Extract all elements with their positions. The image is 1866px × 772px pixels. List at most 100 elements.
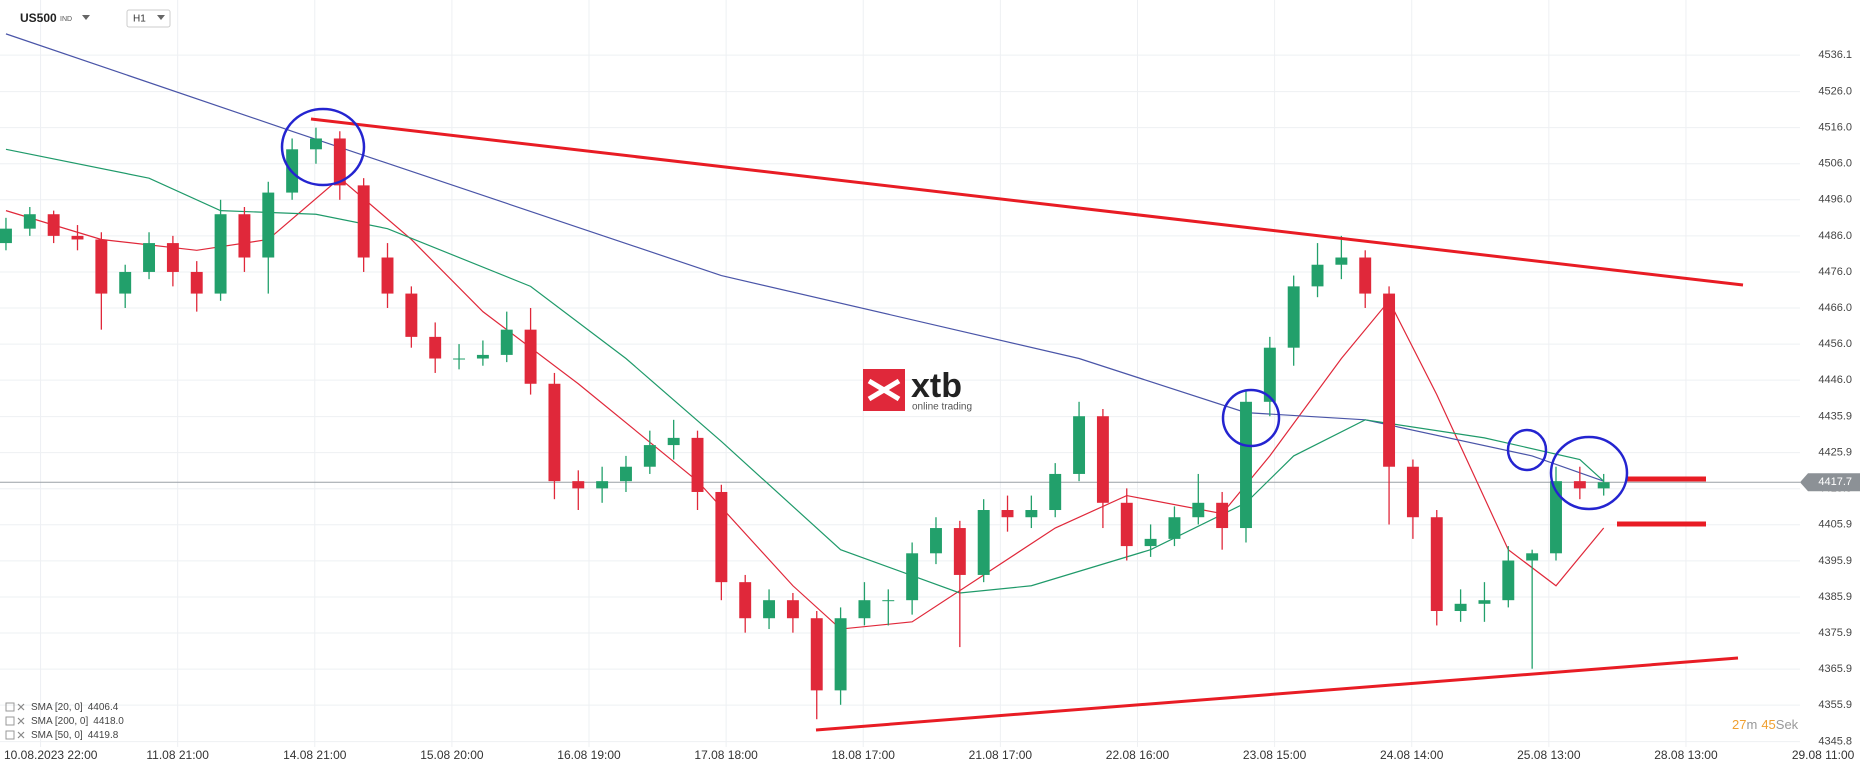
timeframe-select[interactable]	[126, 9, 171, 28]
y-tick-label: 4466.0	[1818, 302, 1852, 314]
x-tick-label: 24.08 14:00	[1380, 748, 1444, 762]
candle-body	[214, 214, 227, 294]
y-tick-label: 4365.9	[1818, 663, 1852, 675]
candle-body	[476, 354, 489, 359]
candle-body	[786, 600, 799, 619]
candle-body	[1359, 257, 1372, 294]
last-price-tag	[1800, 473, 1860, 492]
y-tick-label: 4355.9	[1818, 699, 1852, 711]
header: US500 IND H1	[20, 9, 171, 28]
axes: 4536.1 4526.0 4516.0 4506.0 4496.0 4486.0 4476…	[4, 49, 1860, 762]
candle-body	[667, 437, 680, 446]
candle-body	[1073, 416, 1086, 474]
candle-body	[524, 329, 537, 384]
y-tick-label: 4405.9	[1818, 519, 1852, 531]
legend-entry: SMA [50, 0] 4419.8	[31, 730, 119, 741]
x-tick-label: 18.08 17:00	[832, 748, 896, 762]
candle-body	[166, 243, 179, 272]
highlight-circle	[1506, 428, 1548, 472]
last-price-label: 4417.7	[1818, 476, 1852, 488]
candle-body	[1263, 347, 1276, 402]
highlight-circle	[1221, 388, 1281, 448]
legend-value: 4419.8	[88, 730, 119, 741]
x-tick-label: 29.08 11:00	[1792, 748, 1855, 762]
candle-body	[1430, 517, 1443, 612]
candle-body	[858, 600, 871, 619]
candle-body	[810, 618, 823, 691]
y-tick-label: 4536.1	[1818, 49, 1852, 61]
dropdown-arrow[interactable]	[82, 15, 90, 20]
logo-brand: xtb	[911, 367, 962, 405]
candle-body	[0, 228, 12, 244]
x-tick-label: 11.08 21:00	[146, 748, 209, 762]
legend-name: SMA [50, 0]	[31, 730, 83, 741]
legend-close	[17, 731, 25, 739]
candle-body	[1192, 502, 1205, 518]
countdown-seconds: 45	[1761, 717, 1775, 732]
candle-body	[977, 510, 990, 575]
candle-body	[1287, 286, 1300, 348]
y-tick-label: 4446.0	[1818, 374, 1852, 386]
candle-body	[930, 528, 942, 554]
candle-body	[95, 239, 108, 294]
x-tick-label: 28.08 13:00	[1654, 748, 1718, 762]
candle-body	[238, 214, 251, 258]
x-tick-label: 16.08 19:00	[557, 748, 621, 762]
candle-body	[1550, 481, 1562, 554]
logo-x	[867, 378, 901, 402]
x-tick-label: 25.08 13:00	[1517, 748, 1581, 762]
moving-average	[5, 177, 1605, 630]
y-tick-label: 4506.0	[1818, 158, 1852, 170]
y-tick-label: 4425.9	[1818, 447, 1852, 459]
legend-name: SMA [20, 0]	[31, 702, 83, 713]
legend-icon	[5, 730, 15, 740]
candle-body	[1526, 553, 1539, 561]
x-tick-label: 17.08 18:00	[694, 748, 758, 762]
candle-body	[381, 257, 394, 294]
y-tick-label: 4456.0	[1818, 338, 1852, 350]
countdown-unit: Sek	[1776, 717, 1799, 732]
candle-body	[739, 582, 752, 619]
candle-body	[119, 271, 132, 294]
candle-body	[143, 243, 156, 272]
y-tick-label: 4496.0	[1818, 194, 1852, 206]
candle-body	[643, 445, 656, 467]
y-tick-label: 4516.0	[1818, 122, 1852, 134]
candle-body	[572, 481, 585, 489]
highlight-circle	[1549, 435, 1629, 511]
candle-body	[882, 600, 895, 602]
candle-body	[1144, 538, 1157, 547]
candle-body	[715, 491, 728, 583]
candle-body	[1311, 264, 1324, 287]
candle-body	[357, 185, 370, 258]
x-tick-label: 23.08 15:00	[1243, 748, 1307, 762]
candle-body	[1168, 517, 1181, 539]
candle-body	[906, 553, 919, 601]
candle-body	[1454, 603, 1467, 612]
logo-tagline: online trading	[912, 402, 972, 413]
candle-body	[1216, 502, 1229, 529]
legend-close	[17, 703, 25, 711]
candle-body	[1406, 466, 1419, 518]
logo: xtb online trading	[863, 367, 972, 413]
x-tick-label: 10.08.2023 22:00	[4, 748, 98, 762]
candle-body	[1096, 416, 1109, 503]
candle-body	[333, 138, 346, 186]
legend-close	[17, 717, 25, 725]
candle-body	[1240, 401, 1252, 529]
legend-value: 4418.0	[93, 716, 124, 727]
timeframe: H1	[133, 14, 146, 25]
candle-body	[1001, 510, 1014, 518]
x-tick-label: 14.08 21:00	[283, 748, 347, 762]
candle-body	[1049, 473, 1062, 511]
candle-body	[1502, 560, 1515, 601]
x-tick-label: 21.08 17:00	[969, 748, 1033, 762]
x-tick-label: 22.08 16:00	[1106, 748, 1170, 762]
candle-body	[429, 336, 442, 359]
candle-body	[953, 528, 966, 575]
annotations	[280, 107, 1744, 732]
legend-value: 4406.4	[88, 702, 119, 713]
countdown-unit: m	[1746, 717, 1757, 732]
candle-body	[1025, 510, 1038, 518]
